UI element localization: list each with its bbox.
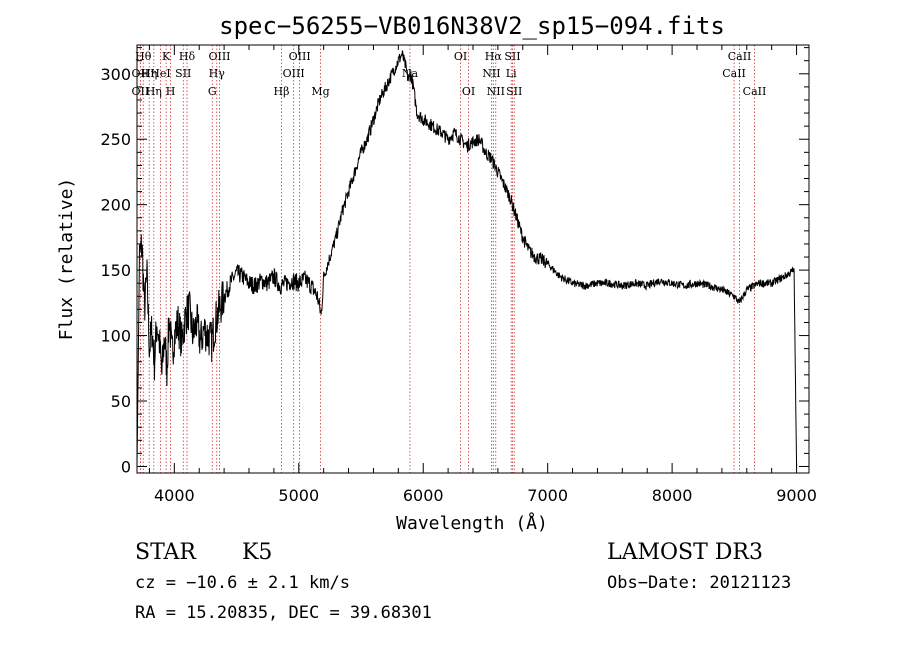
spectral-line-label: K [162, 50, 171, 63]
spectral-line-label: OIII [289, 50, 311, 63]
y-axis: 0 50 100 150 200 250 300 [100, 47, 809, 476]
spectral-line-label: OII [132, 67, 150, 80]
spectral-line-label: H [166, 85, 176, 98]
redshift-velocity: cz = −10.6 ± 2.1 km/s [135, 573, 350, 593]
spectral-line-label: OII [132, 85, 150, 98]
spectral-line-label: Hη [146, 85, 162, 98]
object-class: STAR [135, 540, 196, 565]
spectral-line-label: Hβ [274, 85, 290, 98]
spectral-line-label: Li [506, 67, 517, 80]
plot-frame [136, 44, 810, 474]
chart-title: spec−56255−VB016N38V2_sp15−094.fits [219, 12, 725, 40]
y-tick-label: 200 [100, 196, 131, 215]
spectral-line-label: CaII [743, 85, 767, 98]
spectral-line-label: Na [402, 67, 419, 80]
spectral-line-label: Hγ [209, 67, 226, 80]
series-layer [136, 50, 798, 467]
observation-date: Obs−Date: 20121123 [607, 573, 792, 593]
x-tick-label: 7000 [527, 486, 568, 505]
spectral-line-label: Mg [311, 85, 329, 98]
spectral-line-label: CaII [722, 67, 746, 80]
spectral-line-label: Hθ [135, 50, 152, 63]
spectral-line-label: Hα [485, 50, 503, 63]
spectral-line-label: OIII [208, 50, 230, 63]
x-tick-label: 8000 [652, 486, 693, 505]
y-tick-label: 150 [100, 261, 131, 280]
x-tick-label: 4000 [154, 486, 195, 505]
y-tick-label: 100 [100, 327, 131, 346]
spectral-line-label: Hη [141, 67, 157, 80]
x-tick-label: 9000 [776, 486, 817, 505]
spectral-line-label: Hδ [179, 50, 196, 63]
y-tick-label: 0 [121, 457, 131, 476]
spectral-line-label: CaII [728, 50, 752, 63]
survey-name: LAMOST DR3 [607, 540, 763, 565]
x-axis-label: Wavelength (Å) [396, 512, 548, 534]
spectral-line-label: NII [487, 85, 505, 98]
x-axis: 4000 5000 6000 7000 8000 9000 [148, 45, 817, 505]
spectrum-line [136, 50, 798, 467]
spectral-line-label: OI [462, 85, 475, 98]
spectral-line-label: SII [175, 67, 191, 80]
ra-dec-coordinates: RA = 15.20835, DEC = 39.68301 [135, 603, 432, 623]
y-tick-label: 250 [100, 130, 131, 149]
x-tick-label: 5000 [278, 486, 319, 505]
y-tick-label: 50 [111, 392, 131, 411]
spectral-line-label: OIII [283, 67, 305, 80]
y-axis-label: Flux (relative) [56, 178, 77, 341]
spectral-line-label: NII [482, 67, 500, 80]
object-subclass: K5 [242, 540, 273, 565]
spectral-line-markers [139, 45, 755, 473]
spectral-line-label: G [208, 85, 217, 98]
spectral-line-label: HeI [150, 67, 170, 80]
spectral-line-label: OI [454, 50, 467, 63]
spectral-line-label: SII [504, 50, 520, 63]
spectral-line-label: SII [506, 85, 522, 98]
x-tick-label: 6000 [403, 486, 444, 505]
y-tick-label: 300 [100, 65, 131, 84]
